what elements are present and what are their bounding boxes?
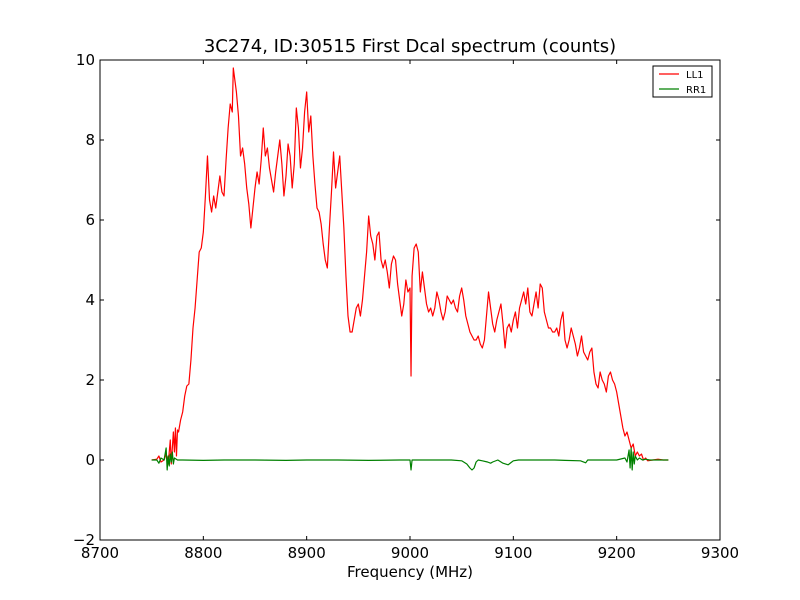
x-axis-label: Frequency (MHz) <box>347 563 473 581</box>
y-tick-label: 10 <box>76 51 95 69</box>
tick-layer: 8700 8800 8900 9000 9100 9200 9300 −2 0 2 4 6 8 10 <box>73 51 739 562</box>
legend-label-ll1: LL1 <box>686 70 704 81</box>
x-tick-label: 8800 <box>184 544 222 562</box>
y-tick-label: 4 <box>85 291 95 309</box>
x-tick-label: 9200 <box>598 544 636 562</box>
y-tick-label: −2 <box>73 531 95 549</box>
x-tick-label: 8900 <box>288 544 326 562</box>
legend-label-rr1: RR1 <box>686 85 706 96</box>
y-tick-label: 0 <box>85 451 95 469</box>
x-tick-label: 9100 <box>494 544 532 562</box>
series-layer <box>151 67 669 471</box>
y-tick-label: 8 <box>85 131 95 149</box>
x-tick-label: 9000 <box>391 544 429 562</box>
series-line-ll1 <box>151 67 669 465</box>
x-tick-label: 9300 <box>701 544 739 562</box>
chart-title: 3C274, ID:30515 First Dcal spectrum (cou… <box>204 36 616 57</box>
x-tick-label: 8700 <box>81 544 119 562</box>
legend-box <box>652 65 713 98</box>
y-tick-label: 6 <box>85 211 95 229</box>
series-line-rr1 <box>151 447 669 471</box>
y-tick-label: 2 <box>85 371 95 389</box>
